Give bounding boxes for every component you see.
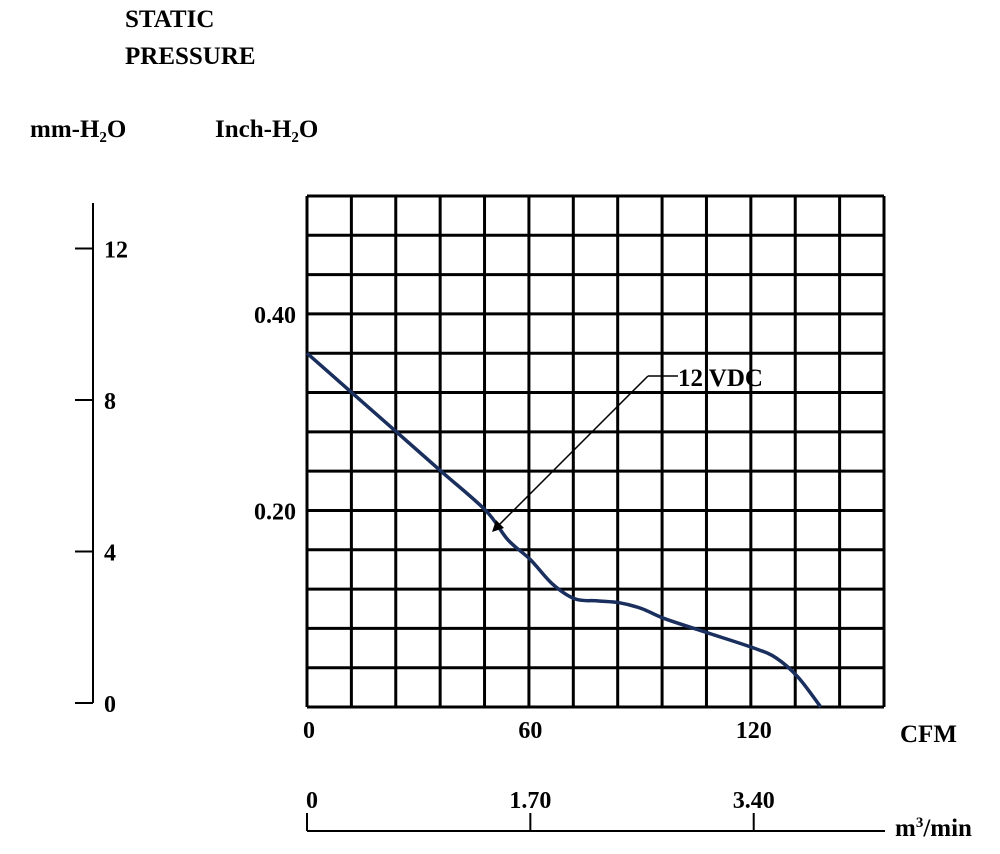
- cfm-axis-label: CFM: [900, 721, 957, 748]
- chart-title-line2: PRESSURE: [125, 43, 256, 70]
- annotation-label: 12 VDC: [678, 365, 763, 392]
- chart-grid: [305, 194, 886, 709]
- m3-min-exponent: 3: [915, 815, 924, 831]
- inch-tick-label: 0.20: [254, 499, 296, 525]
- cfm-tick-label: 120: [736, 718, 772, 744]
- m3-min-axis: 0 1.70 3.40: [306, 788, 885, 832]
- annotation-leader: [496, 375, 649, 528]
- mm-h2o-axis: 12 8 4 0: [75, 203, 128, 718]
- series-group: [305, 351, 823, 709]
- mm-h2o-axis-label: mm-H₂O: [30, 116, 127, 143]
- mm-tick-label: 4: [104, 540, 116, 566]
- curve-annotation: 12 VDC: [492, 365, 763, 532]
- m3-min-rest: /min: [923, 815, 972, 842]
- mm-tick-label: 0: [104, 692, 116, 718]
- m3-tick-label: 3.40: [733, 788, 775, 814]
- m3-tick-label: 0: [306, 788, 318, 814]
- m3-tick-label: 1.70: [509, 788, 551, 814]
- mm-tick-label: 8: [104, 389, 116, 415]
- cfm-tick-label: 0: [303, 718, 315, 744]
- inch-h2o-axis-label: Inch-H₂O: [215, 116, 319, 143]
- cfm-tick-label: 60: [518, 718, 542, 744]
- inch-tick-label: 0.40: [254, 303, 296, 329]
- inch-h2o-axis: 0.40 0.20: [254, 303, 296, 526]
- cfm-axis: 0 60 120: [303, 718, 772, 744]
- chart-title-line1: STATIC: [125, 6, 215, 33]
- annotation-arrowhead: [492, 519, 505, 532]
- m3-min-axis-label: m3/min: [895, 815, 972, 842]
- series-12vdc-line: [305, 351, 823, 709]
- m3-min-base: m: [895, 815, 916, 842]
- mm-tick-label: 12: [104, 237, 128, 263]
